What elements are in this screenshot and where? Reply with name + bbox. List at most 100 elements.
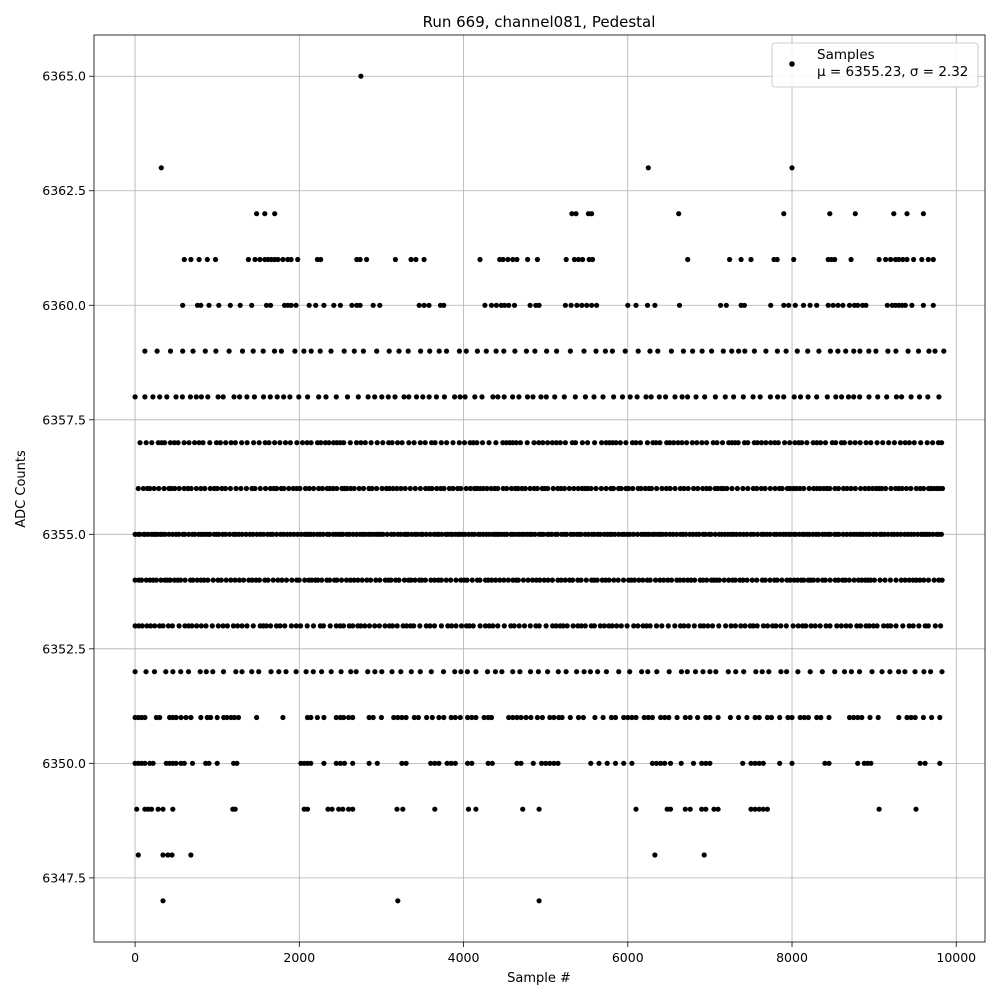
data-point xyxy=(132,577,138,583)
data-point xyxy=(866,394,872,400)
y-tick-label: 6357.5 xyxy=(42,412,86,427)
data-point xyxy=(759,669,765,675)
data-point xyxy=(609,348,616,354)
data-point xyxy=(589,256,596,263)
data-point xyxy=(453,577,459,583)
data-point xyxy=(668,577,675,583)
data-point xyxy=(827,211,833,217)
data-point xyxy=(867,714,873,721)
data-point xyxy=(278,348,284,354)
data-point xyxy=(654,485,660,492)
data-point xyxy=(619,394,626,400)
data-point xyxy=(884,394,890,400)
data-point xyxy=(319,577,325,583)
data-point xyxy=(275,256,281,263)
data-point xyxy=(456,440,462,446)
x-tick-label: 4000 xyxy=(448,950,480,965)
data-point xyxy=(777,760,783,766)
data-point xyxy=(194,577,200,583)
data-point xyxy=(925,256,931,263)
data-point xyxy=(514,760,520,766)
data-point xyxy=(465,714,471,721)
data-point xyxy=(742,623,748,629)
data-point xyxy=(340,623,347,629)
data-point xyxy=(699,760,705,766)
data-point xyxy=(395,440,401,446)
data-point xyxy=(572,440,579,446)
data-point xyxy=(572,394,578,400)
data-point xyxy=(575,714,582,721)
data-point xyxy=(767,531,773,537)
data-point xyxy=(360,348,366,354)
data-point xyxy=(377,577,383,583)
data-point xyxy=(615,577,621,583)
data-point xyxy=(766,669,772,675)
data-point xyxy=(182,623,188,629)
data-point xyxy=(693,394,699,400)
data-point xyxy=(321,302,327,308)
data-point xyxy=(808,623,814,629)
data-point xyxy=(908,394,914,400)
data-point xyxy=(775,394,781,400)
data-point xyxy=(366,714,372,721)
data-point xyxy=(518,760,524,766)
data-point xyxy=(427,623,433,629)
data-point xyxy=(658,714,664,721)
data-point xyxy=(833,394,839,400)
data-point xyxy=(518,714,524,721)
data-point xyxy=(869,669,875,675)
data-point xyxy=(418,348,424,354)
data-point xyxy=(738,623,744,629)
data-point xyxy=(431,623,438,629)
data-point xyxy=(931,577,937,583)
data-point xyxy=(235,714,242,721)
data-point xyxy=(584,302,590,308)
data-point xyxy=(920,714,927,721)
data-point xyxy=(198,302,204,308)
data-point xyxy=(847,623,854,629)
data-point xyxy=(480,485,486,492)
data-point xyxy=(443,577,449,583)
data-point xyxy=(263,302,270,308)
data-point xyxy=(488,302,495,308)
data-point xyxy=(807,669,813,675)
data-point xyxy=(699,806,705,812)
data-point xyxy=(351,485,357,492)
data-point xyxy=(791,394,797,400)
data-point xyxy=(530,577,536,583)
data-point xyxy=(937,760,943,766)
data-point xyxy=(871,577,878,583)
data-point xyxy=(570,577,576,583)
data-point xyxy=(405,348,411,354)
data-point xyxy=(908,485,914,492)
data-point xyxy=(604,760,610,766)
data-point xyxy=(742,348,748,354)
data-point xyxy=(618,623,624,629)
data-point xyxy=(249,302,255,308)
data-point xyxy=(472,394,478,400)
data-point xyxy=(413,256,419,263)
data-point xyxy=(707,760,713,766)
data-point xyxy=(337,760,343,766)
data-point xyxy=(374,348,380,354)
data-point xyxy=(550,485,556,492)
data-point xyxy=(357,256,363,263)
data-point xyxy=(896,256,902,263)
data-point xyxy=(306,485,312,492)
data-point xyxy=(627,531,633,537)
data-point xyxy=(814,302,820,308)
data-point xyxy=(340,531,346,537)
data-point xyxy=(359,577,365,583)
data-point xyxy=(308,348,314,354)
data-point xyxy=(230,623,236,629)
data-point xyxy=(896,669,902,675)
data-point xyxy=(203,669,209,675)
data-point xyxy=(403,714,409,721)
data-point xyxy=(237,394,243,400)
data-point xyxy=(144,623,150,629)
data-point xyxy=(898,577,904,583)
data-point xyxy=(534,256,541,263)
data-point xyxy=(423,531,429,537)
data-point xyxy=(754,577,760,583)
data-point xyxy=(777,714,783,721)
